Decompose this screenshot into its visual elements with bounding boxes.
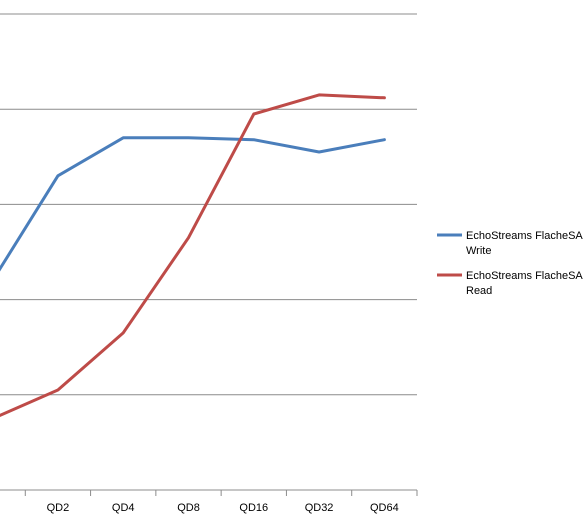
x-axis: 1QD2QD4QD8QD16QD32QD64 (0, 489, 418, 514)
legend-label-write-line2: Write (466, 245, 491, 257)
legend-label-write: EchoStreams FlacheSA (466, 230, 583, 242)
x-tick-label: QD16 (239, 502, 268, 514)
x-tick-label: QD32 (305, 502, 334, 514)
x-tick-label: QD64 (370, 502, 399, 514)
series-line-write (0, 136, 386, 272)
gridlines (0, 13, 417, 396)
x-tick-label: QD8 (177, 502, 200, 514)
legend-label-read-line2: Read (466, 285, 492, 297)
x-tick-label: QD2 (47, 502, 70, 514)
legend: EchoStreams FlacheSA Write EchoStreams F… (437, 230, 583, 297)
series-layer (0, 93, 386, 417)
legend-label-read: EchoStreams FlacheSA (466, 270, 583, 282)
x-tick-label: QD4 (112, 502, 135, 514)
series-line-read (0, 93, 386, 417)
